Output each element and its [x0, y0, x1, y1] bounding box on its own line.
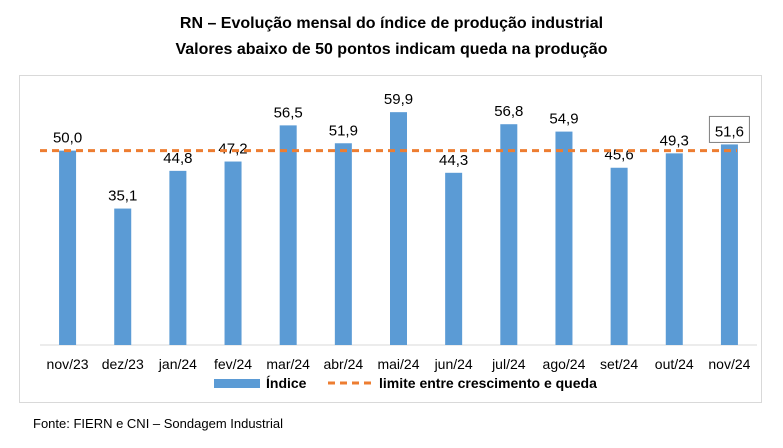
bar-jul-24: [500, 124, 518, 345]
data-label: 54,9: [549, 111, 578, 128]
x-tick-label: dez/23: [102, 356, 144, 372]
data-label: 49,3: [660, 132, 689, 149]
data-label: 35,1: [108, 188, 137, 205]
data-label-box: [708, 115, 750, 143]
data-label: 56,5: [274, 104, 303, 121]
bar-nov-24: [720, 144, 738, 345]
chart-title: RN – Evolução mensal do índice de produç…: [179, 15, 604, 32]
x-tick-label: jul/24: [491, 356, 526, 372]
legend-label-indice: Índice: [266, 375, 307, 391]
bar-out-24: [665, 153, 683, 345]
bar-nov-23: [59, 150, 77, 345]
chart-subtitle: Valores abaixo de 50 pontos indicam qued…: [175, 41, 608, 58]
x-tick-label: ago/24: [543, 356, 586, 372]
bar-mar-24: [279, 125, 297, 346]
x-tick-label: mar/24: [266, 356, 310, 372]
x-tick-label: jun/24: [434, 356, 473, 372]
x-tick-label: nov/23: [47, 356, 89, 372]
bar-abr-24: [334, 143, 352, 345]
data-label: 45,6: [605, 147, 634, 164]
data-label: 44,8: [163, 150, 192, 167]
x-tick-label: fev/24: [214, 356, 252, 372]
bar-jan-24: [169, 170, 187, 345]
data-label: 44,3: [439, 152, 468, 169]
bar-ago-24: [555, 131, 573, 345]
x-tick-label: nov/24: [708, 356, 750, 372]
data-label: 50,0: [53, 130, 82, 147]
data-label: 47,2: [218, 141, 247, 158]
bar-dez-23: [114, 208, 132, 345]
data-label: 59,9: [384, 91, 413, 108]
source-note: Fonte: FIERN e CNI – Sondagem Industrial: [33, 416, 284, 431]
bar-jun-24: [445, 172, 463, 345]
x-tick-label: out/24: [655, 356, 694, 372]
x-tick-label: mai/24: [377, 356, 419, 372]
bar-set-24: [610, 167, 628, 345]
legend-swatch-indice: [214, 379, 260, 388]
x-tick-label: jan/24: [158, 356, 197, 372]
bar-mai-24: [390, 112, 407, 345]
data-label: 51,6: [715, 123, 744, 140]
x-tick-label: abr/24: [323, 356, 363, 372]
legend-label-limite: limite entre crescimento e queda: [379, 375, 597, 391]
x-tick-label: set/24: [600, 356, 638, 372]
bar-fev-24: [224, 161, 242, 345]
chart-area: [19, 75, 762, 403]
data-label: 56,8: [494, 103, 523, 120]
data-label: 51,9: [329, 122, 358, 139]
